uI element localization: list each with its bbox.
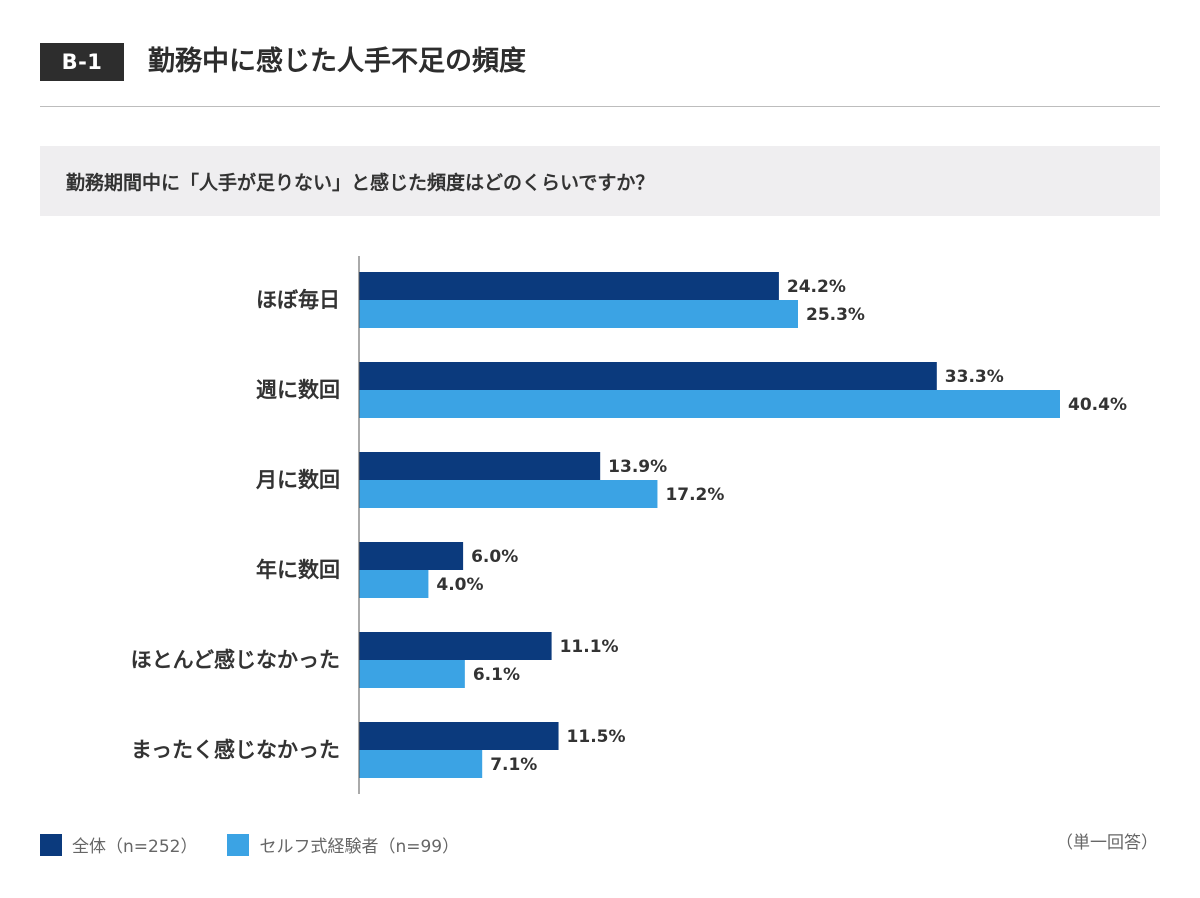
data-label-all: 6.0%: [471, 547, 518, 567]
category-label: 年に数回: [256, 558, 340, 582]
chart-title: 勤務中に感じた人手不足の頻度: [148, 46, 526, 77]
question-box: 勤務期間中に「人手が足りない」と感じた頻度はどのくらいですか？: [40, 146, 1160, 216]
data-label-all: 33.3%: [945, 367, 1004, 387]
answer-type-note: （単一回答）: [1056, 833, 1158, 853]
legend-item-all: 全体（n=252）: [40, 832, 197, 857]
data-label-all: 11.5%: [567, 727, 626, 747]
data-label-all: 11.1%: [560, 637, 619, 657]
bar-all: [359, 542, 464, 570]
legend-label-all: 全体（n=252）: [72, 837, 198, 857]
bar-all: [359, 722, 559, 750]
category-label: 月に数回: [255, 468, 340, 492]
data-label-self: 17.2%: [665, 485, 724, 505]
legend-swatch-all: [40, 833, 62, 856]
bar-self: [359, 660, 465, 688]
legend-swatch-self: [227, 833, 250, 856]
bar-all: [359, 362, 937, 390]
category-label: ほぼ毎日: [256, 288, 340, 312]
bar-self: [359, 750, 483, 778]
data-label-self: 40.4%: [1068, 395, 1127, 415]
bar-all: [359, 632, 552, 660]
bar-self: [359, 300, 798, 328]
section-badge: B-1: [40, 43, 124, 81]
bar-all: [359, 452, 601, 480]
data-label-self: 25.3%: [806, 305, 865, 325]
chart-header: B-1 勤務中に感じた人手不足の頻度: [40, 40, 1160, 107]
category-label: ほとんど感じなかった: [131, 648, 340, 672]
legend: 全体（n=252） セルフ式経験者（n=99）: [40, 832, 489, 857]
category-label: まったく感じなかった: [131, 738, 340, 762]
data-label-all: 24.2%: [787, 277, 846, 297]
bar-self: [359, 390, 1060, 418]
bar-all: [359, 272, 779, 300]
data-label-all: 13.9%: [608, 457, 667, 477]
bar-self: [359, 480, 658, 508]
legend-item-self: セルフ式経験者（n=99）: [227, 832, 459, 857]
data-label-self: 6.1%: [473, 665, 520, 685]
category-label: 週に数回: [256, 378, 340, 402]
legend-label-self: セルフ式経験者（n=99）: [259, 837, 460, 857]
data-label-self: 4.0%: [436, 575, 483, 595]
data-label-self: 7.1%: [490, 755, 537, 775]
bar-self: [359, 570, 429, 598]
question-text: 勤務期間中に「人手が足りない」と感じた頻度はどのくらいですか？: [66, 171, 655, 194]
